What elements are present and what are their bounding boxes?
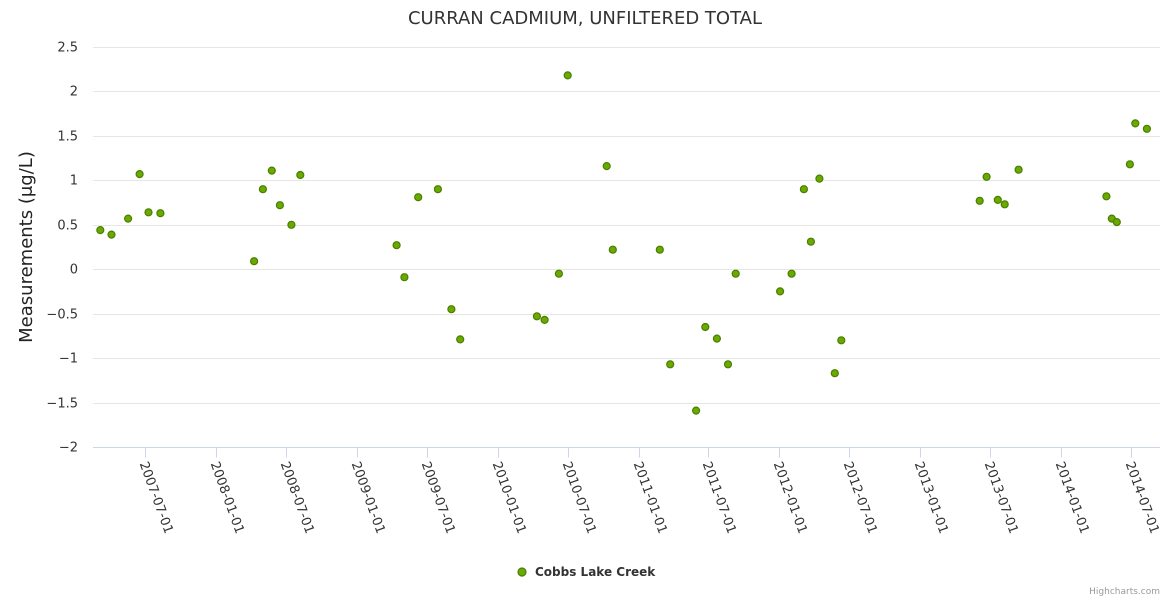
data-point[interactable] [1113,219,1120,226]
legend-marker[interactable] [518,568,526,576]
y-tick-label: −1 [59,352,78,367]
data-point[interactable] [994,196,1001,203]
data-point[interactable] [1001,201,1008,208]
data-point[interactable] [1015,166,1022,173]
y-tick-label: 1 [70,174,78,189]
data-point[interactable] [108,231,115,238]
data-point[interactable] [555,270,562,277]
y-tick-label: −0.5 [46,308,78,323]
credits-link[interactable]: Highcharts.com [1089,587,1160,597]
data-point[interactable] [656,246,663,253]
data-point[interactable] [983,173,990,180]
data-point[interactable] [457,336,464,343]
y-tick-label: 2.5 [57,41,78,56]
data-point[interactable] [609,246,616,253]
legend[interactable]: Cobbs Lake Creek [518,565,656,579]
data-point[interactable] [276,202,283,209]
data-point[interactable] [1132,120,1139,127]
data-point[interactable] [434,186,441,193]
data-point[interactable] [800,186,807,193]
chart-title: CURRAN CADMIUM, UNFILTERED TOTAL [408,8,762,29]
data-point[interactable] [831,370,838,377]
data-point[interactable] [693,407,700,414]
data-point[interactable] [533,313,540,320]
data-point[interactable] [251,258,258,265]
data-point[interactable] [401,274,408,281]
data-point[interactable] [788,270,795,277]
y-tick-label: 0 [70,263,78,278]
data-point[interactable] [667,361,674,368]
y-tick-label: 2 [70,85,78,100]
data-point[interactable] [1143,125,1150,132]
data-point[interactable] [415,194,422,201]
data-point[interactable] [125,215,132,222]
data-point[interactable] [807,238,814,245]
data-point[interactable] [393,242,400,249]
data-point[interactable] [603,163,610,170]
data-point[interactable] [816,175,823,182]
data-point[interactable] [976,197,983,204]
data-point[interactable] [145,209,152,216]
data-point[interactable] [1103,193,1110,200]
y-axis-title: Measurements (μg/L) [16,151,37,343]
data-point[interactable] [157,210,164,217]
data-point[interactable] [97,227,104,234]
data-point[interactable] [1126,161,1133,168]
y-tick-label: 1.5 [57,130,78,145]
data-point[interactable] [838,337,845,344]
data-point[interactable] [288,221,295,228]
y-tick-label: −2 [59,441,78,456]
chart: CURRAN CADMIUM, UNFILTERED TOTAL 2.5 2 1.5… [0,0,1170,600]
data-point[interactable] [259,186,266,193]
data-point[interactable] [777,288,784,295]
y-tick-label: −1.5 [46,397,78,412]
data-point[interactable] [702,324,709,331]
y-tick-label: 0.5 [57,219,78,234]
data-point[interactable] [713,335,720,342]
legend-item-cobbs-lake-creek[interactable]: Cobbs Lake Creek [535,565,656,579]
data-point[interactable] [725,361,732,368]
data-point[interactable] [564,72,571,79]
data-point[interactable] [136,171,143,178]
data-point[interactable] [541,316,548,323]
data-point[interactable] [297,172,304,179]
data-point[interactable] [268,167,275,174]
data-point[interactable] [732,270,739,277]
data-point[interactable] [448,306,455,313]
